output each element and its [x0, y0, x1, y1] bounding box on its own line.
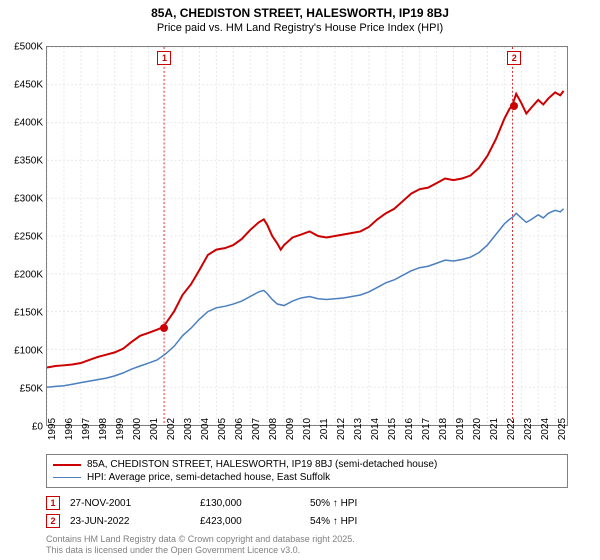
x-tick-label: 2018 — [438, 418, 449, 440]
x-tick-label: 2011 — [319, 418, 330, 440]
chart-title: 85A, CHEDISTON STREET, HALESWORTH, IP19 … — [0, 0, 600, 22]
y-tick-label: £100K — [14, 346, 43, 357]
x-tick-label: 2002 — [166, 418, 177, 440]
legend-label: 85A, CHEDISTON STREET, HALESWORTH, IP19 … — [87, 459, 437, 470]
x-tick-label: 2003 — [183, 418, 194, 440]
footnote-line1: Contains HM Land Registry data © Crown c… — [46, 534, 355, 544]
sale-row: 1 27-NOV-2001 £130,000 50% ↑ HPI — [46, 494, 568, 512]
x-tick-label: 2007 — [251, 418, 262, 440]
x-tick-label: 2021 — [489, 418, 500, 440]
x-tick-label: 2004 — [200, 418, 211, 440]
x-tick-label: 2020 — [472, 418, 483, 440]
sale-marker-box: 1 — [157, 51, 171, 65]
x-tick-label: 2022 — [506, 418, 517, 440]
x-tick-label: 2023 — [523, 418, 534, 440]
x-tick-label: 2012 — [336, 418, 347, 440]
sale-date: 27-NOV-2001 — [70, 498, 190, 509]
sale-price: £130,000 — [200, 498, 300, 509]
x-tick-label: 2005 — [217, 418, 228, 440]
x-tick-label: 2016 — [404, 418, 415, 440]
sale-delta: 54% ↑ HPI — [310, 516, 568, 527]
x-tick-label: 2015 — [387, 418, 398, 440]
legend-row: HPI: Average price, semi-detached house,… — [53, 471, 561, 484]
y-tick-label: £300K — [14, 194, 43, 205]
x-tick-label: 2017 — [421, 418, 432, 440]
chart-container: 85A, CHEDISTON STREET, HALESWORTH, IP19 … — [0, 0, 600, 560]
sale-index-box: 1 — [46, 496, 60, 510]
plot-area: £0£50K£100K£150K£200K£250K£300K£350K£400… — [46, 46, 568, 426]
x-tick-label: 1995 — [47, 418, 58, 440]
sale-marker-dot — [510, 102, 518, 110]
y-tick-label: £200K — [14, 270, 43, 281]
x-tick-label: 1997 — [81, 418, 92, 440]
legend: 85A, CHEDISTON STREET, HALESWORTH, IP19 … — [46, 454, 568, 488]
x-tick-label: 2014 — [370, 418, 381, 440]
x-tick-label: 2025 — [557, 418, 568, 440]
y-tick-label: £250K — [14, 232, 43, 243]
sale-index-box: 2 — [46, 514, 60, 528]
sale-delta: 50% ↑ HPI — [310, 498, 568, 509]
y-tick-label: £350K — [14, 156, 43, 167]
x-tick-label: 2013 — [353, 418, 364, 440]
x-tick-label: 2024 — [540, 418, 551, 440]
sale-marker-dot — [160, 324, 168, 332]
y-tick-label: £450K — [14, 80, 43, 91]
x-tick-label: 1998 — [98, 418, 109, 440]
sales-table: 1 27-NOV-2001 £130,000 50% ↑ HPI 2 23-JUN-202… — [46, 494, 568, 530]
y-tick-label: £50K — [20, 384, 43, 395]
sale-row: 2 23-JUN-2022 £423,000 54% ↑ HPI — [46, 512, 568, 530]
x-tick-label: 2009 — [285, 418, 296, 440]
x-tick-label: 2019 — [455, 418, 466, 440]
x-tick-label: 2000 — [132, 418, 143, 440]
sale-date: 23-JUN-2022 — [70, 516, 190, 527]
x-tick-label: 2001 — [149, 418, 160, 440]
y-tick-label: £0 — [32, 422, 43, 433]
footnote: Contains HM Land Registry data © Crown c… — [46, 534, 568, 556]
sale-marker-box: 2 — [507, 51, 521, 65]
x-tick-label: 2010 — [302, 418, 313, 440]
x-tick-label: 2008 — [268, 418, 279, 440]
y-tick-label: £400K — [14, 118, 43, 129]
chart-subtitle: Price paid vs. HM Land Registry's House … — [0, 22, 600, 38]
sale-price: £423,000 — [200, 516, 300, 527]
x-tick-label: 1999 — [115, 418, 126, 440]
x-tick-label: 2006 — [234, 418, 245, 440]
legend-label: HPI: Average price, semi-detached house,… — [87, 472, 330, 483]
legend-row: 85A, CHEDISTON STREET, HALESWORTH, IP19 … — [53, 458, 561, 471]
legend-swatch — [53, 464, 81, 466]
footnote-line2: This data is licensed under the Open Gov… — [46, 545, 300, 555]
legend-swatch — [53, 477, 81, 478]
x-tick-label: 1996 — [64, 418, 75, 440]
y-tick-label: £150K — [14, 308, 43, 319]
y-tick-label: £500K — [14, 42, 43, 53]
plot-svg — [47, 47, 567, 425]
